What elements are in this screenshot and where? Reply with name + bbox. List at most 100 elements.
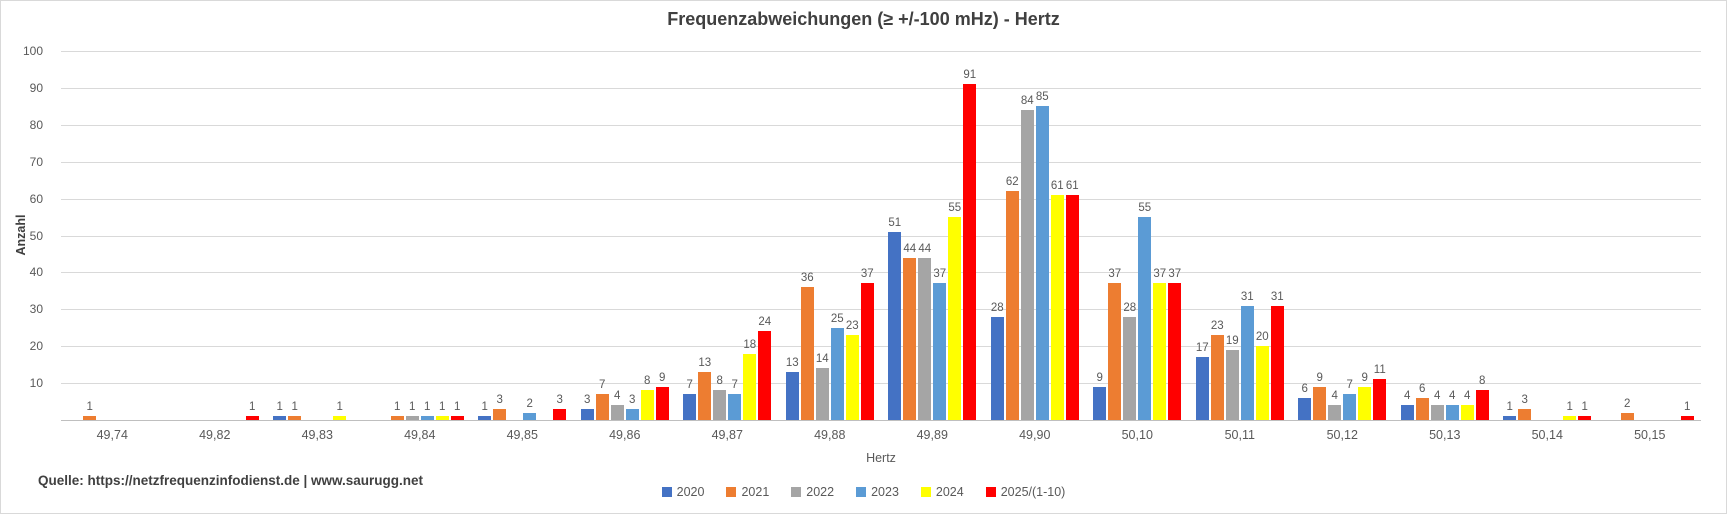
legend-swatch xyxy=(856,487,867,497)
bar-2020: 1 xyxy=(273,401,287,420)
y-gridline xyxy=(61,383,1701,385)
bar-value-label: 37 xyxy=(1153,268,1167,281)
bar-group: 51 44 44 37 55 91 xyxy=(881,51,984,420)
bar-slot: 84 xyxy=(1020,51,1034,420)
bar-value-label: 6 xyxy=(1419,382,1426,395)
bar-slot: 4 xyxy=(1328,51,1342,420)
bar-2025/(1-10): 24 xyxy=(758,316,772,420)
bar-value-label: 9 xyxy=(659,371,666,384)
bar-2023: 31 xyxy=(1240,291,1254,420)
bar-value-label: 1 xyxy=(1566,401,1573,414)
x-tick-label: 49,82 xyxy=(199,428,231,442)
bar-slot: 1 xyxy=(420,51,434,420)
x-tick-label: 49,88 xyxy=(814,428,846,442)
bar-slot: 1 xyxy=(1503,51,1517,420)
bar-2022: 28 xyxy=(1123,302,1137,420)
bar-slot: 37 xyxy=(1168,51,1182,420)
bar-slot xyxy=(538,51,551,420)
bar-slot: 1 xyxy=(450,51,464,420)
bar-2021: 44 xyxy=(903,243,917,420)
bar-2021: 37 xyxy=(1108,268,1122,420)
bar-slot xyxy=(128,51,141,420)
bar-value-label: 4 xyxy=(1331,390,1338,403)
bar-groups: 1 1 1 1 1 1 1 1 1 1 1 3 2 3 3 7 4 3 8 9 7 13 8 7 18 24 13 36 14 25 23 3… xyxy=(61,51,1701,420)
bar-value-label: 25 xyxy=(830,312,844,325)
bar-slot xyxy=(1533,51,1546,420)
bar-2025/(1-10): 8 xyxy=(1475,375,1489,420)
legend-item: 2025/(1-10) xyxy=(985,485,1065,499)
bar-group: 13 36 14 25 23 37 xyxy=(779,51,882,420)
bar-value-label: 3 xyxy=(629,393,636,406)
bar-slot xyxy=(98,51,111,420)
bar-slot: 55 xyxy=(1138,51,1152,420)
bar-2021: 7 xyxy=(595,379,609,420)
bar-value-label: 4 xyxy=(1404,390,1411,403)
bar-value-label: 1 xyxy=(249,401,256,414)
bar-slot: 1 xyxy=(273,51,287,420)
bar-2021: 1 xyxy=(390,401,404,420)
bar-2022: 4 xyxy=(1430,390,1444,420)
y-tick-label: 40 xyxy=(29,265,43,280)
bar-value-label: 3 xyxy=(1521,393,1528,406)
bar-value-label: 36 xyxy=(800,272,814,285)
bar-group: 6 9 4 7 9 11 xyxy=(1291,51,1394,420)
bar-slot: 1 xyxy=(245,51,259,420)
legend-item: 2023 xyxy=(856,485,899,499)
bar-value-label: 13 xyxy=(785,357,799,370)
y-tick-label: 70 xyxy=(29,154,43,169)
bar-value-label: 31 xyxy=(1240,290,1254,303)
x-tick-label: 49,89 xyxy=(916,428,948,442)
bar-slot: 23 xyxy=(1210,51,1224,420)
bar-2023: 37 xyxy=(933,268,947,420)
bar-slot xyxy=(508,51,521,420)
y-tick-label: 100 xyxy=(22,44,43,58)
bar-slot: 24 xyxy=(758,51,772,420)
bar-value-label: 55 xyxy=(948,202,962,215)
bar-slot xyxy=(1636,51,1649,420)
bar-2024: 1 xyxy=(1563,401,1577,420)
bar-slot: 28 xyxy=(990,51,1004,420)
bar-slot xyxy=(231,51,244,420)
bar-value-label: 7 xyxy=(731,379,738,392)
x-tick-label: 50,15 xyxy=(1634,428,1666,442)
bar-slot: 1 xyxy=(83,51,97,420)
bar-slot: 2 xyxy=(523,51,537,420)
bar-slot: 37 xyxy=(933,51,947,420)
bar-2023: 4 xyxy=(1445,390,1459,420)
bar-value-label: 18 xyxy=(743,338,757,351)
bar-value-label: 6 xyxy=(1301,382,1308,395)
bar-slot: 3 xyxy=(580,51,594,420)
bar-slot: 13 xyxy=(698,51,712,420)
bar-slot: 9 xyxy=(1358,51,1372,420)
legend-label: 2024 xyxy=(935,485,964,499)
bar-value-label: 7 xyxy=(599,379,606,392)
x-axis-title: Hertz xyxy=(866,451,896,465)
bar-group: 28 62 84 85 61 61 xyxy=(984,51,1087,420)
y-gridline xyxy=(61,87,1701,89)
bar-slot xyxy=(318,51,331,420)
x-tick-label: 49,86 xyxy=(609,428,641,442)
bar-slot: 13 xyxy=(785,51,799,420)
bar-value-label: 1 xyxy=(291,401,298,414)
bar-value-label: 2 xyxy=(526,397,533,410)
bar-value-label: 4 xyxy=(614,390,621,403)
bar-2021: 2 xyxy=(1620,398,1634,420)
bar-2020: 1 xyxy=(478,401,492,420)
x-tick-label: 49,84 xyxy=(404,428,436,442)
bar-value-label: 9 xyxy=(1361,371,1368,384)
bar-slot: 3 xyxy=(625,51,639,420)
legend: 2020 2021 2022 2023 2024 2025/(1-10) xyxy=(1,485,1726,499)
bar-slot: 20 xyxy=(1255,51,1269,420)
bar-slot: 11 xyxy=(1373,51,1387,420)
bar-value-label: 1 xyxy=(481,401,488,414)
bar-2025/(1-10): 31 xyxy=(1270,291,1284,420)
bar-2022: 14 xyxy=(815,353,829,420)
bar-2025/(1-10): 1 xyxy=(1578,401,1592,420)
bar-value-label: 13 xyxy=(698,357,712,370)
bar-value-label: 84 xyxy=(1020,95,1034,108)
bar-2024: 1 xyxy=(435,401,449,420)
bar-slot xyxy=(1666,51,1679,420)
